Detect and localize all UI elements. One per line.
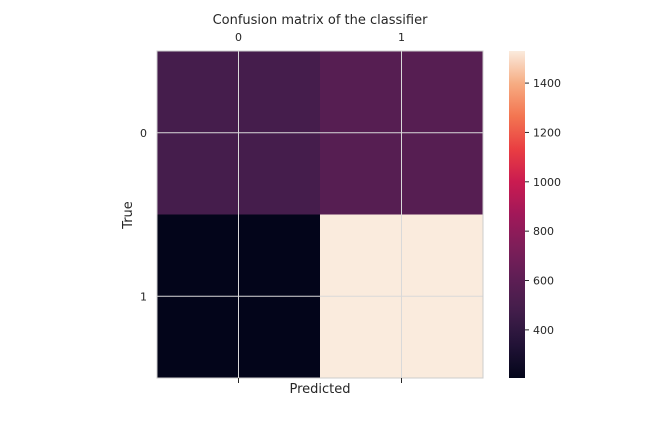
colorbar-tick-label-4: 1200 (533, 126, 561, 139)
x-tick-label-1: 1 (398, 31, 405, 44)
chart-title: Confusion matrix of the classifier (213, 13, 429, 28)
colorbar-ticks: 400 600 800 1000 1200 1400 (525, 77, 561, 337)
colorbar-tick-label-2: 800 (533, 225, 554, 238)
y-tick-labels: 01 (140, 127, 147, 304)
y-tick-label-0: 0 (140, 127, 147, 140)
colorbar-tick-label-0: 400 (533, 324, 554, 337)
colorbar-tick-label-3: 1000 (533, 176, 561, 189)
grid-lines (157, 51, 483, 378)
heatmap-cells (157, 51, 484, 379)
x-axis-label: Predicted (289, 382, 350, 397)
y-axis-label: True (121, 201, 136, 230)
plot-frame (156, 50, 484, 379)
colorbar (509, 51, 525, 378)
colorbar-tick-label-1: 600 (533, 275, 554, 288)
x-tick-label-0: 0 (235, 31, 242, 44)
colorbar-tick-label-5: 1400 (533, 77, 561, 90)
y-tick-label-1: 1 (140, 290, 147, 303)
